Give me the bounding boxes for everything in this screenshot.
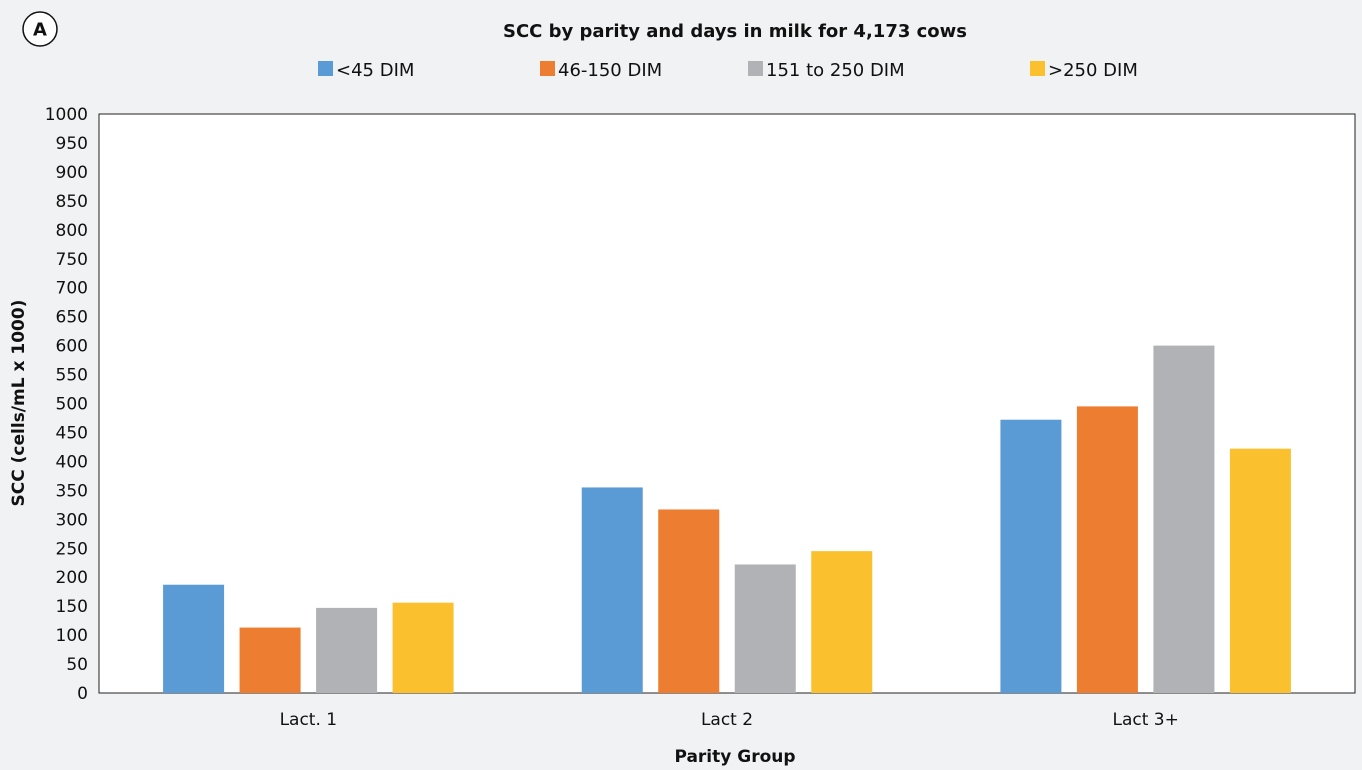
y-tick-label: 350 (56, 481, 88, 501)
x-axis: Lact. 1 Lact 2 Lact 3+ (280, 710, 1179, 730)
bar-2-4 (811, 551, 873, 693)
legend-label: >250 DIM (1048, 60, 1138, 81)
legend-label: 46-150 DIM (558, 60, 662, 81)
y-tick-label: 400 (56, 452, 88, 472)
y-tick-label: 650 (56, 308, 88, 328)
bar-3-1 (1000, 419, 1062, 693)
bar-3-4 (1229, 448, 1291, 693)
bar-3-2 (1076, 406, 1138, 693)
bar-1-4 (392, 602, 454, 693)
y-axis-title: SCC (cells/mL x 1000) (9, 300, 29, 507)
plot-area (98, 113, 1356, 694)
legend-swatch (318, 61, 333, 76)
panel-label-circle (22, 11, 58, 47)
x-category-label: Lact 2 (701, 710, 753, 730)
chart-legend: <45 DIM 46-150 DIM 151 to 250 DIM >250 DIM (318, 60, 1138, 81)
chart-title: SCC by parity and days in milk for 4,173… (503, 21, 967, 42)
y-tick-label: 300 (56, 510, 88, 530)
y-tick-label: 0 (77, 684, 88, 704)
bar-1-3 (316, 607, 378, 693)
y-tick-label: 900 (56, 163, 88, 183)
bar-series (163, 345, 1291, 693)
y-tick-label: 550 (56, 366, 88, 386)
legend-swatch (540, 61, 555, 76)
panel-label-badge: A (22, 11, 58, 47)
y-tick-label: 1000 (45, 105, 88, 125)
y-tick-label: 500 (56, 395, 88, 415)
bar-1-1 (163, 584, 225, 693)
y-tick-label: 150 (56, 597, 88, 617)
legend-label: 151 to 250 DIM (766, 60, 905, 81)
y-axis: 0 50 100 150 200 250 300 350 400 450 500 550 600 650 7… (45, 105, 88, 704)
bar-2-1 (581, 487, 643, 693)
legend-label: <45 DIM (336, 60, 414, 81)
x-category-label: Lact. 1 (280, 710, 338, 730)
y-tick-label: 950 (56, 134, 88, 154)
legend-swatch (748, 61, 763, 76)
y-tick-label: 100 (56, 626, 88, 646)
y-tick-label: 50 (66, 655, 88, 675)
bar-1-2 (239, 627, 301, 693)
y-tick-label: 600 (56, 337, 88, 357)
y-tick-label: 250 (56, 539, 88, 559)
bar-3-3 (1153, 345, 1215, 693)
x-category-label: Lact 3+ (1112, 710, 1178, 730)
y-tick-label: 800 (56, 221, 88, 241)
x-axis-title: Parity Group (674, 747, 795, 767)
y-tick-label: 700 (56, 279, 88, 299)
y-tick-label: 750 (56, 250, 88, 270)
legend-swatch (1030, 61, 1045, 76)
y-tick-label: 200 (56, 568, 88, 588)
bar-2-3 (734, 564, 796, 693)
panel-label: A (33, 20, 47, 41)
y-tick-label: 850 (56, 192, 88, 212)
bar-2-2 (658, 509, 720, 693)
y-tick-label: 450 (56, 423, 88, 443)
